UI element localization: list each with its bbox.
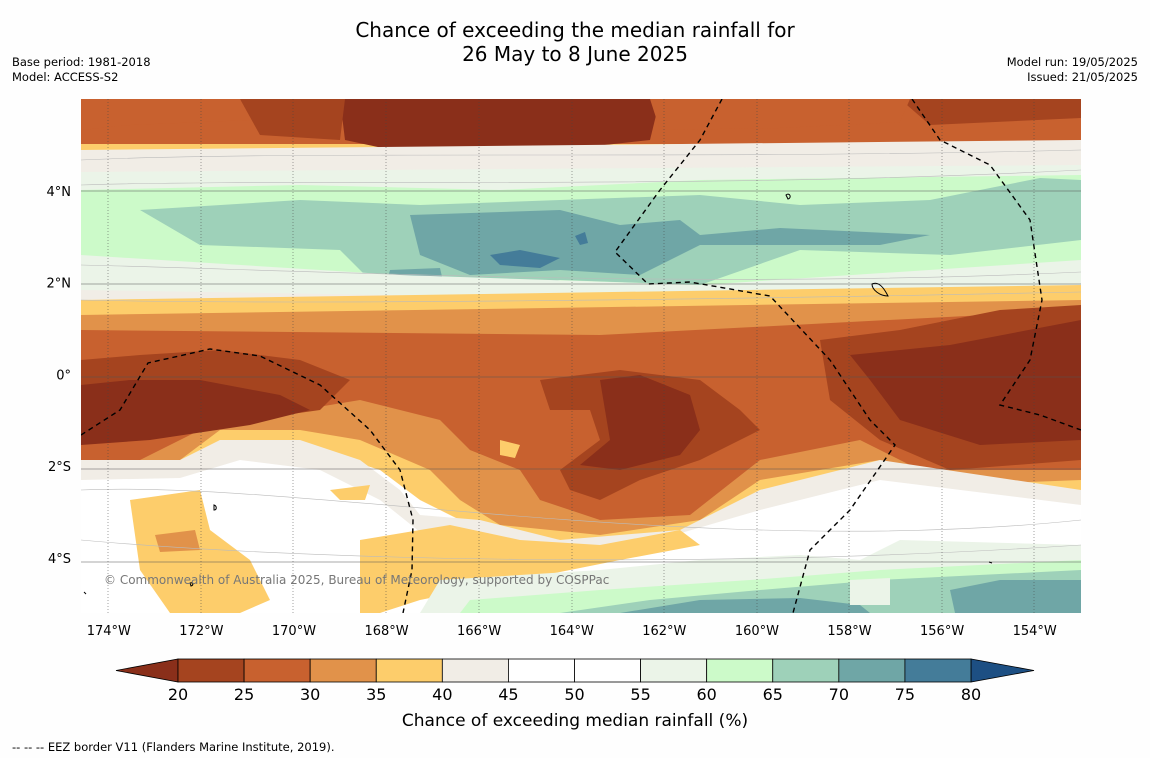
title-line-2: 26 May to 8 June 2025 bbox=[462, 42, 688, 66]
latitude-label: 2°N bbox=[47, 277, 72, 292]
colorbar-over-arrow bbox=[970, 658, 1035, 683]
colorbar-under-arrow bbox=[115, 658, 179, 683]
longitude-label: 156°W bbox=[920, 624, 964, 639]
colorbar-tick-label: 25 bbox=[234, 685, 254, 704]
colorbar-tick-label: 50 bbox=[564, 685, 584, 704]
latitude-label: 4°N bbox=[47, 185, 72, 200]
eez-border bbox=[81, 99, 1081, 613]
colorbar-tick-label: 65 bbox=[763, 685, 783, 704]
colorbar-swatch bbox=[838, 658, 906, 683]
colorbar: 20 25 30 35 40 45 50 55 60 65 70 75 80 bbox=[115, 658, 1035, 704]
colorbar-tick-label: 30 bbox=[300, 685, 320, 704]
issued-date: Issued: 21/05/2025 bbox=[1027, 70, 1138, 84]
colorbar-tick-label: 35 bbox=[366, 685, 386, 704]
longitude-label: 154°W bbox=[1013, 624, 1057, 639]
footnote: -- -- -- EEZ border V11 (Flanders Marine… bbox=[12, 740, 335, 754]
longitude-label: 164°W bbox=[550, 624, 594, 639]
colorbar-swatch bbox=[904, 658, 972, 683]
colorbar-swatch bbox=[177, 658, 245, 683]
meta-left: Base period: 1981-2018 Model: ACCESS-S2 bbox=[12, 55, 151, 85]
colorbar-tick-label: 20 bbox=[168, 685, 188, 704]
base-period: Base period: 1981-2018 bbox=[12, 55, 151, 69]
colorbar-tick-label: 55 bbox=[630, 685, 650, 704]
colorbar-swatch bbox=[508, 658, 575, 683]
latitude-label: 4°S bbox=[48, 552, 71, 567]
colorbar-swatch bbox=[772, 658, 840, 683]
longitude-label: 166°W bbox=[457, 624, 501, 639]
meta-right: Model run: 19/05/2025 Issued: 21/05/2025 bbox=[1007, 55, 1138, 85]
title-line-1: Chance of exceeding the median rainfall … bbox=[355, 18, 795, 42]
colorbar-tick-label: 60 bbox=[696, 685, 716, 704]
colorbar-tick-label: 75 bbox=[895, 685, 915, 704]
model-run: Model run: 19/05/2025 bbox=[1006, 55, 1138, 69]
islands bbox=[83, 193, 993, 595]
latitude-label: 0° bbox=[56, 368, 71, 383]
colorbar-tick-label: 70 bbox=[829, 685, 849, 704]
longitude-label: 158°W bbox=[827, 624, 871, 639]
longitude-label: 162°W bbox=[642, 624, 686, 639]
colorbar-swatch bbox=[375, 658, 443, 683]
rainfall-map: © Commonwealth of Australia 2025, Bureau… bbox=[81, 99, 1081, 613]
colorbar-swatch bbox=[706, 658, 774, 683]
colorbar-title: Chance of exceeding median rainfall (%) bbox=[402, 711, 748, 731]
map-title: Chance of exceeding the median rainfall … bbox=[0, 18, 1150, 66]
latitude-labels: 4°N 2°N 0° 2°S 4°S bbox=[47, 185, 72, 567]
model-name: Model: ACCESS-S2 bbox=[12, 70, 119, 84]
colorbar-swatch bbox=[574, 658, 641, 683]
longitude-label: 172°W bbox=[179, 624, 223, 639]
longitude-label: 170°W bbox=[272, 624, 316, 639]
colorbar-swatch bbox=[309, 658, 377, 683]
colorbar-tick-label: 40 bbox=[432, 685, 452, 704]
longitude-labels: 174°W 172°W 170°W 168°W 166°W 164°W 162°W 160°W… bbox=[87, 624, 1057, 639]
longitude-label: 168°W bbox=[364, 624, 408, 639]
colorbar-tick-label: 45 bbox=[498, 685, 518, 704]
copyright-text: © Commonwealth of Australia 2025, Bureau… bbox=[104, 573, 609, 587]
colorbar-swatch bbox=[243, 658, 311, 683]
longitude-label: 160°W bbox=[735, 624, 779, 639]
colorbar-swatch bbox=[441, 658, 509, 683]
colorbar-tick-label: 80 bbox=[961, 685, 981, 704]
longitude-label: 174°W bbox=[87, 624, 131, 639]
latitude-label: 2°S bbox=[48, 460, 71, 475]
colorbar-swatch bbox=[640, 658, 708, 683]
